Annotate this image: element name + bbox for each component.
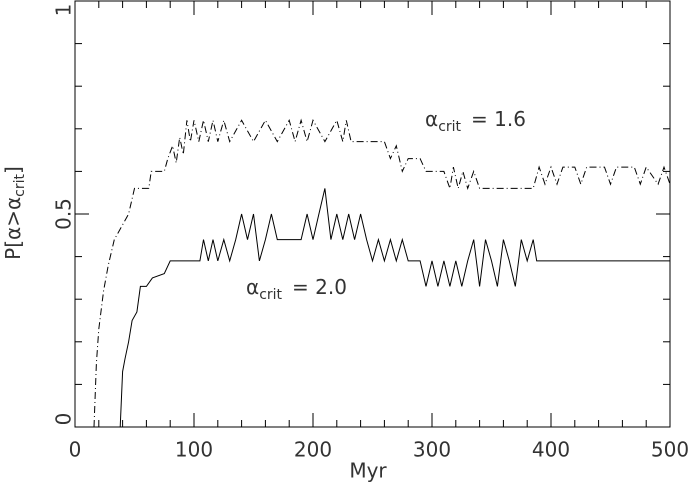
x-tick-label: 100 (175, 438, 213, 462)
y-label-end: ] (1, 166, 25, 174)
y-tick-label: 0.5 (52, 198, 76, 230)
annotation-text: = 2.0 (292, 275, 347, 299)
annotation-symbol: α (425, 107, 438, 131)
y-tick-label: 1 (52, 4, 76, 17)
x-tick-label: 300 (413, 438, 451, 462)
series-line (93, 118, 671, 428)
annotation-sub: crit (438, 119, 461, 135)
x-axis-label: Myr (349, 459, 387, 483)
x-tick-label: 500 (651, 438, 689, 462)
plot-frame (74, 0, 671, 428)
annotation: αcrit = 1.6 (425, 107, 526, 136)
x-tick-label: 400 (532, 438, 570, 462)
annotation-sub: crit (259, 287, 282, 303)
y-label-main: P[α>α (1, 197, 25, 260)
x-tick-label: 0 (69, 438, 82, 462)
y-axis-label: P[α>αcrit] (1, 166, 29, 260)
series-line (119, 188, 670, 428)
y-tick-label: 0 (52, 413, 76, 426)
annotation-symbol: α (246, 275, 259, 299)
annotation-text: = 1.6 (471, 107, 526, 131)
y-label-sub: crit (12, 173, 28, 196)
annotation: αcrit = 2.0 (246, 275, 347, 304)
x-tick-label: 200 (294, 438, 332, 462)
